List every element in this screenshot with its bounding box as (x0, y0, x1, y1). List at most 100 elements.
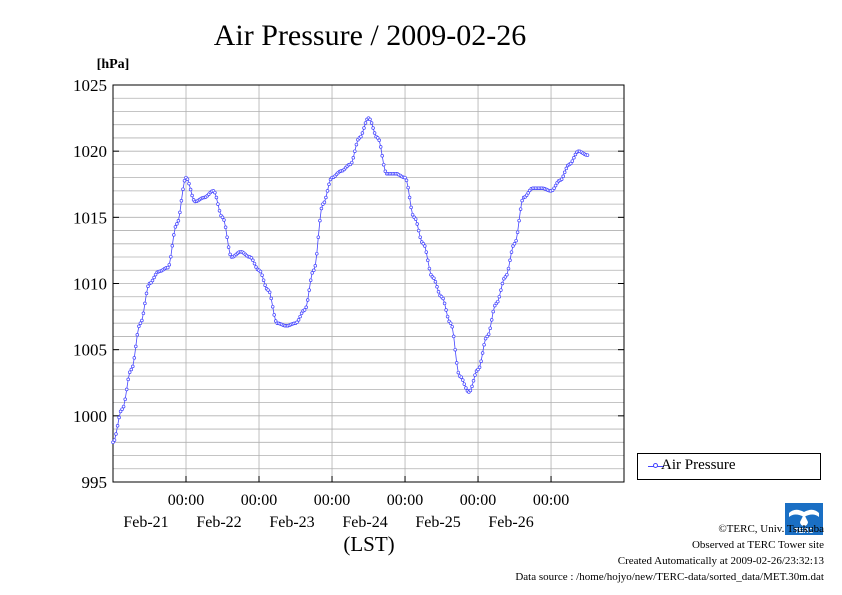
data-point (316, 235, 321, 239)
data-point (152, 275, 156, 280)
data-point (134, 344, 138, 349)
data-point (362, 126, 366, 130)
data-point (298, 314, 302, 319)
data-point (214, 195, 219, 200)
data-point (295, 320, 299, 325)
y-tick-label: 1000 (73, 407, 107, 426)
data-point (146, 284, 150, 288)
y-axis-label: [hPa] (97, 57, 130, 72)
data-point (432, 276, 436, 280)
grid (113, 85, 624, 482)
data-point (351, 156, 356, 160)
data-point (327, 182, 331, 187)
data-point (512, 242, 517, 246)
data-point (319, 206, 324, 211)
data-point (169, 254, 173, 259)
data-point (375, 136, 380, 140)
data-point (509, 250, 514, 254)
logo-text: TERC (794, 528, 813, 535)
data-point (454, 361, 459, 365)
data-point (486, 332, 491, 336)
data-point (228, 252, 232, 257)
data-point (377, 138, 381, 143)
data-point (404, 178, 409, 183)
y-tick-label: 995 (82, 473, 108, 492)
data-point (310, 271, 314, 275)
data-point (456, 370, 461, 375)
data-point (453, 347, 457, 352)
y-tick-label: 1005 (73, 341, 107, 360)
data-point (462, 382, 467, 386)
data-point (325, 189, 330, 193)
data-point (423, 244, 427, 248)
data-point (368, 117, 372, 122)
data-point (459, 375, 464, 379)
data-point (426, 258, 430, 263)
data-point (353, 149, 357, 153)
data-point (514, 238, 518, 243)
data-point (378, 145, 383, 149)
data-point (296, 318, 301, 322)
data-point (121, 404, 126, 409)
data-point (559, 177, 564, 181)
x-tick-date-label: Feb-25 (415, 514, 460, 531)
data-point (143, 301, 147, 306)
data-point (112, 438, 117, 442)
data-point (272, 313, 276, 317)
data-point (569, 161, 573, 166)
data-point (482, 342, 486, 347)
data-point (380, 154, 384, 158)
x-tick-time-label: 00:00 (460, 492, 496, 509)
data-point (500, 281, 505, 286)
data-point (258, 269, 263, 274)
data-point (496, 299, 500, 304)
data-point (552, 186, 556, 190)
data-point (138, 321, 143, 325)
data-point (468, 388, 473, 393)
data-point (123, 397, 127, 402)
data-point (172, 233, 176, 237)
data-point (436, 290, 441, 294)
data-point (226, 245, 231, 249)
data-point (363, 121, 368, 125)
data-point (410, 212, 415, 217)
data-point (225, 235, 229, 239)
data-point (416, 228, 421, 233)
data-point (383, 169, 388, 174)
data-point (144, 291, 149, 296)
data-point (562, 170, 567, 175)
data-point (381, 162, 386, 167)
legend-marker (653, 463, 658, 468)
data-point (570, 159, 575, 163)
data-point (166, 265, 170, 270)
data-point (572, 156, 576, 160)
data-point (140, 318, 144, 323)
data-point (304, 305, 308, 310)
data-point (359, 134, 363, 139)
data-point (220, 215, 225, 220)
copyright-text: ©TERC, Univ. Tsukuba (718, 523, 824, 535)
data-point (433, 280, 438, 284)
x-tick-time-label: 00:00 (168, 492, 204, 509)
data-point (473, 373, 477, 377)
y-tick-label: 1010 (73, 275, 107, 294)
data-point (415, 222, 419, 226)
data-point (371, 126, 375, 130)
data-point (190, 193, 194, 198)
data-point (315, 251, 319, 256)
data-point (179, 199, 184, 203)
data-point (176, 219, 181, 223)
data-point (182, 178, 187, 183)
data-point (354, 142, 359, 147)
data-point (488, 326, 492, 330)
x-axis-label: (LST) (343, 532, 394, 556)
x-tick-date-label: Feb-26 (488, 514, 533, 531)
data-point (506, 266, 511, 271)
data-point (222, 218, 226, 222)
data-point (573, 152, 578, 157)
data-point (135, 333, 140, 337)
credits: ©TERC, Univ. Tsukuba Observed at TERC To… (515, 521, 824, 585)
data-point (561, 174, 565, 179)
data-point (413, 217, 418, 221)
